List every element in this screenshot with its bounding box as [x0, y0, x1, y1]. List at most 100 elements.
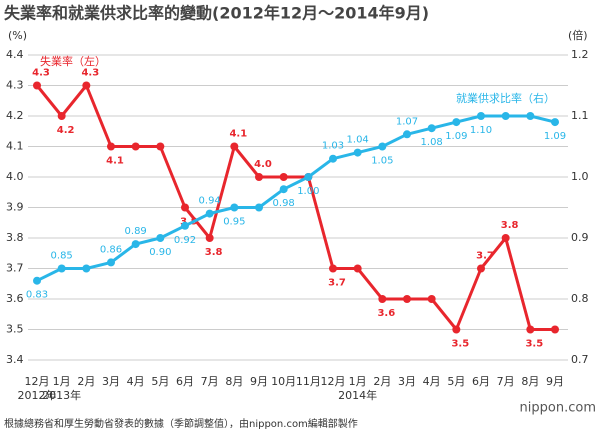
data-point: [33, 81, 41, 90]
x-year-label: 2014年: [338, 388, 377, 402]
data-point: [551, 325, 559, 334]
series-line: [35, 84, 555, 331]
data-label: 4.0: [254, 159, 272, 170]
data-label: 0.92: [174, 235, 196, 246]
data-point: [57, 112, 66, 120]
data-point: [205, 209, 214, 218]
data-point: [378, 142, 387, 151]
footnote: 根據總務省和厚生勞動省發表的數據（季節調整值），由nippon.com編輯部製作: [4, 417, 358, 430]
data-label: 3.9: [180, 217, 198, 228]
data-point: [230, 203, 239, 212]
y-tick-label: 3.6: [6, 292, 24, 305]
y-tick-label: 3.9: [6, 201, 24, 214]
x-year-label: 2012年: [18, 388, 57, 402]
y2-tick-label: 0.7: [571, 353, 589, 366]
data-label: 3.8: [501, 220, 519, 231]
x-tick-label: 2月: [373, 375, 391, 388]
data-point: [255, 203, 263, 212]
data-point: [526, 325, 535, 334]
data-point: [353, 264, 362, 273]
data-point: [156, 234, 165, 242]
y-tick-label: 4.1: [6, 140, 24, 153]
y-tick-label: 3.5: [6, 323, 24, 336]
data-label: 4.1: [106, 156, 124, 167]
x-tick-label: 4月: [127, 375, 145, 388]
data-point: [181, 203, 189, 212]
data-label: 4.2: [57, 125, 75, 136]
data-label: 1.10: [470, 125, 492, 136]
data-label: 0.90: [149, 247, 171, 258]
data-label: 0.94: [199, 196, 221, 207]
data-label: 4.1: [229, 129, 247, 140]
data-point: [452, 325, 461, 334]
data-label: 3.5: [451, 339, 469, 350]
x-tick-label: 1月: [53, 375, 71, 388]
y-tick-label: 3.8: [6, 231, 24, 244]
data-point: [107, 142, 115, 151]
data-point: [501, 112, 510, 120]
x-tick-label: 4月: [423, 375, 441, 388]
data-point: [427, 295, 436, 303]
data-point: [477, 112, 485, 120]
data-point: [82, 264, 91, 273]
data-point: [329, 264, 337, 273]
data-label: 1.09: [544, 131, 566, 142]
y2-tick-label: 1.0: [571, 170, 589, 183]
data-point: [403, 130, 411, 139]
data-point: [304, 173, 313, 181]
data-label: 0.98: [273, 198, 295, 209]
data-label: 3.8: [205, 247, 223, 258]
data-label: 0.95: [223, 217, 245, 228]
data-point: [131, 240, 140, 249]
data-label: 4.3: [81, 68, 99, 79]
data-point: [181, 221, 189, 230]
y-tick-label: 3.7: [6, 262, 24, 275]
y-tick-label: 4.4: [6, 48, 24, 61]
data-label: 1.05: [371, 156, 393, 167]
y2-axis-unit: (倍): [568, 28, 588, 42]
y-tick-label: 3.4: [6, 353, 24, 366]
data-point: [255, 173, 263, 181]
x-tick-label: 5月: [151, 375, 169, 388]
y-tick-label: 4.3: [6, 79, 24, 92]
y2-tick-label: 0.9: [571, 231, 589, 244]
data-point: [501, 234, 510, 242]
data-point: [329, 154, 337, 163]
data-point: [378, 295, 387, 303]
x-tick-label: 12月: [25, 375, 50, 388]
x-tick-label: 9月: [250, 375, 268, 388]
data-label: 3.7: [476, 251, 494, 262]
data-point: [477, 264, 485, 273]
x-tick-label: 6月: [176, 375, 194, 388]
chart-title: 失業率和就業供求比率的變動(2012年12月～2014年9月): [4, 4, 429, 23]
data-point: [279, 185, 288, 194]
data-label: 0.83: [26, 290, 48, 301]
data-point: [107, 258, 115, 267]
x-tick-label: 3月: [102, 375, 120, 388]
y-axis-unit: (%): [8, 29, 27, 42]
x-tick-label: 6月: [472, 375, 490, 388]
data-point: [526, 112, 535, 120]
data-label: 0.89: [125, 226, 147, 237]
data-label: 1.03: [322, 141, 344, 152]
y-tick-label: 4.2: [6, 109, 24, 122]
data-label: 3.7: [328, 278, 346, 289]
data-point: [131, 142, 140, 151]
data-label: 4.3: [32, 68, 50, 79]
x-tick-label: 11月: [296, 375, 321, 388]
x-tick-label: 7月: [497, 375, 515, 388]
y-tick-label: 4.0: [6, 170, 24, 183]
data-point: [57, 264, 66, 273]
x-tick-label: 9月: [546, 375, 564, 388]
data-point: [427, 124, 436, 133]
x-tick-label: 12月: [321, 375, 346, 388]
data-point: [353, 148, 362, 157]
x-tick-label: 8月: [521, 375, 539, 388]
x-tick-label: 1月: [349, 375, 367, 388]
data-point: [403, 295, 411, 303]
data-point: [205, 234, 214, 242]
data-point: [156, 142, 165, 151]
series-line: [36, 114, 556, 283]
source-logo: nippon.com: [520, 401, 596, 416]
data-label: 1.04: [347, 135, 369, 146]
